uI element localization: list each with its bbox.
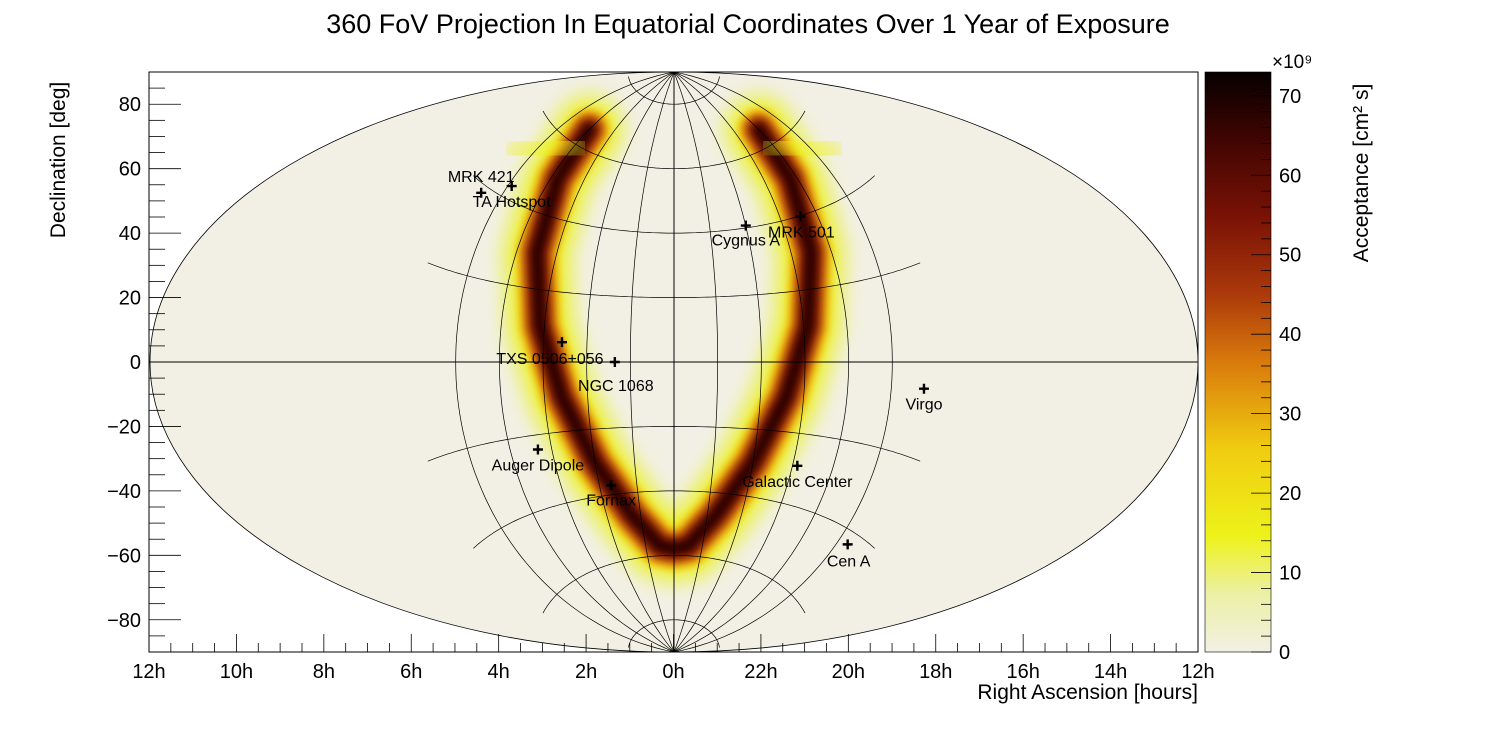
source-label: MRK 421 — [448, 169, 515, 186]
source-dot — [479, 191, 483, 195]
source-marker: Cygnus A — [712, 220, 781, 250]
exposure-band-flare — [761, 130, 844, 167]
x-tick-label: 10h — [220, 661, 253, 683]
x-tick-label: 2h — [575, 661, 597, 683]
source-marker: Cen A — [827, 539, 871, 570]
source-label: Cygnus A — [712, 233, 781, 250]
source-marker: Auger Dipole — [492, 444, 585, 475]
source-label: MRK 501 — [768, 225, 835, 242]
source-marker: NGC 1068 — [578, 357, 654, 395]
source-marker: TA Hotspot — [473, 181, 552, 211]
y-tick-label: −40 — [107, 481, 141, 503]
x-tick-label: 8h — [313, 661, 335, 683]
source-label: NGC 1068 — [578, 378, 654, 395]
x-tick-label: 12h — [1181, 661, 1214, 683]
source-dot — [795, 464, 800, 468]
x-tick-label: 6h — [400, 661, 422, 683]
y-tick-label: −60 — [107, 545, 141, 567]
x-axis: 12h 10h 8h 6h 4h 2h 0h 22h 20h 18h 16h 14h 12h — [132, 634, 1215, 683]
source-label: TA Hotspot — [473, 194, 552, 211]
source-label: Fornax — [586, 492, 636, 509]
source-dot — [536, 447, 540, 452]
x-tick-label: 14h — [1094, 661, 1127, 683]
y-axis: 80 60 40 20 0 −20 −40 −60 −80 — [107, 71, 181, 653]
cbar-tick-label: 0 — [1279, 642, 1290, 664]
y-tick-label: 80 — [119, 94, 141, 116]
x-tick-label: 12h — [132, 661, 165, 683]
source-label: Galactic Center — [742, 474, 853, 491]
source-marker: Galactic Center — [742, 460, 853, 491]
source-label: Cen A — [827, 553, 871, 570]
x-axis-label: Right Ascension [hours] — [977, 681, 1198, 704]
source-dot — [744, 223, 748, 228]
source-dot — [613, 360, 617, 364]
exposure-band-flare — [504, 130, 587, 167]
source-label: TXS 0506+056 — [496, 351, 603, 368]
y-tick-label: 20 — [119, 288, 141, 310]
y-axis-label: Declination [deg] — [47, 82, 70, 238]
x-tick-label: 18h — [919, 661, 952, 683]
source-dot — [509, 184, 514, 188]
chart-title: 360 FoV Projection In Equatorial Coordin… — [326, 9, 1170, 39]
cbar-tick-label: 50 — [1279, 245, 1301, 267]
y-tick-label: −80 — [107, 610, 141, 632]
cbar-tick-label: 30 — [1279, 404, 1301, 426]
source-label: Auger Dipole — [492, 458, 585, 475]
source-dot — [922, 386, 926, 391]
source-marker: MRK 421 — [448, 169, 515, 198]
colorbar — [1204, 71, 1272, 653]
source-marker: TXS 0506+056 — [496, 337, 604, 368]
x-tick-label: 0h — [662, 661, 684, 683]
source-label: Virgo — [905, 397, 942, 414]
source-dot — [845, 542, 850, 547]
source-markers: MRK 421 TA Hotspot TXS 0506+056 NGC 1068 Aug… — [448, 169, 943, 571]
cbar-tick-label: 40 — [1279, 324, 1301, 346]
x-tick-label: 20h — [832, 661, 865, 683]
source-dot — [609, 483, 613, 488]
cbar-tick-label: 10 — [1279, 563, 1301, 585]
y-tick-label: 40 — [119, 223, 141, 245]
source-dot — [560, 340, 564, 344]
cbar-tick-label: 70 — [1279, 86, 1301, 108]
y-tick-label: 60 — [119, 159, 141, 181]
source-marker: Virgo — [905, 383, 943, 414]
y-tick-label: 0 — [130, 352, 141, 374]
colorbar-axis: 0 10 20 30 40 50 60 70 — [1251, 79, 1301, 664]
cbar-tick-label: 60 — [1279, 165, 1301, 187]
source-marker: Fornax — [586, 480, 636, 509]
x-tick-label: 4h — [488, 661, 510, 683]
cbar-tick-label: 20 — [1279, 483, 1301, 505]
coordinate-grid — [150, 72, 1198, 652]
source-dot — [798, 214, 803, 219]
y-tick-label: −20 — [107, 416, 141, 438]
colorbar-label: Acceptance [cm² s] — [1350, 84, 1373, 263]
colorbar-multiplier: ×10⁹ — [1272, 52, 1312, 73]
x-tick-label: 22h — [744, 661, 777, 683]
source-marker: MRK 501 — [768, 211, 835, 242]
x-tick-label: 16h — [1006, 661, 1039, 683]
